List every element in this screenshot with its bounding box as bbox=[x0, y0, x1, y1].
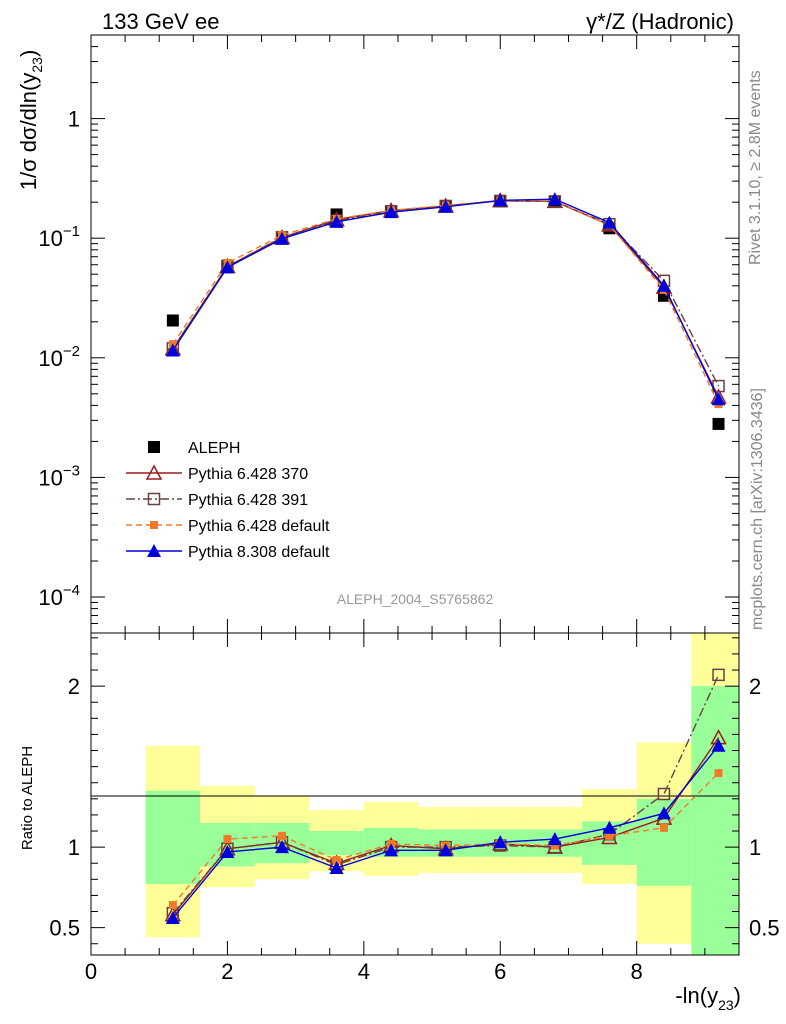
series-line bbox=[172, 198, 720, 400]
main-y-tick-label: 10−3 bbox=[38, 462, 80, 490]
x-tick-label: 6 bbox=[494, 959, 506, 984]
x-tick-label: 4 bbox=[358, 959, 370, 984]
data-point bbox=[220, 844, 235, 858]
series-line bbox=[172, 200, 720, 387]
ratio-uncertainty-bands bbox=[145, 633, 739, 955]
data-point bbox=[711, 392, 726, 406]
header-left-title: 133 GeV ee bbox=[102, 9, 219, 34]
data-point bbox=[714, 769, 723, 778]
main-panel: 10−4 10−3 10−2 10−1 1 ALEPH_2004_S5765862 1/… bbox=[16, 34, 740, 634]
ratio-y-tick-label-right: 0.5 bbox=[749, 916, 780, 941]
svg-text:1/σ dσ/dln(y23): 1/σ dσ/dln(y23) bbox=[16, 50, 45, 191]
ratio-y-tick-label-right: 2 bbox=[749, 674, 761, 699]
main-series-0 bbox=[166, 195, 725, 430]
main-y-axis-label: 1/σ dσ/dln(y23) bbox=[16, 50, 45, 191]
data-point bbox=[602, 215, 617, 229]
uncertainty-band-green bbox=[691, 686, 739, 955]
ratio-panel: 0.5 0.5 1 1 2 2 0 2 4 6 8 Ratio to ALEPH -ln(y23) bbox=[19, 632, 780, 1013]
uncertainty-band-green bbox=[309, 831, 364, 856]
uncertainty-band-green bbox=[200, 822, 255, 867]
data-point bbox=[274, 231, 289, 245]
ratio-frame bbox=[90, 632, 740, 956]
main-y-tick-label: 10−2 bbox=[38, 343, 80, 371]
data-point bbox=[550, 841, 559, 850]
legend: ALEPH Pythia 6.428 370 Pythia 6.428 391 Pyt… bbox=[126, 440, 330, 561]
data-point bbox=[165, 910, 180, 924]
uncertainty-band-green bbox=[145, 790, 201, 885]
analysis-annotation: ALEPH_2004_S5765862 bbox=[337, 591, 494, 607]
data-point bbox=[656, 806, 671, 820]
x-tick-label: 0 bbox=[85, 959, 97, 984]
data-point bbox=[147, 544, 161, 557]
main-series-2 bbox=[166, 194, 725, 393]
data-point bbox=[147, 492, 161, 506]
legend-label: ALEPH bbox=[188, 440, 240, 457]
ratio-y-tick-label: 2 bbox=[68, 674, 80, 699]
main-y-tick-label: 10−1 bbox=[38, 223, 80, 251]
data-point bbox=[145, 464, 163, 480]
data-point bbox=[165, 343, 180, 357]
legend-label: Pythia 6.428 default bbox=[188, 518, 330, 535]
x-tick-labels: 0 2 4 6 8 bbox=[85, 959, 643, 984]
legend-label: Pythia 6.428 391 bbox=[188, 492, 308, 509]
mcplots-reference-label: mcplots.cern.ch [arXiv:1306.3436] bbox=[749, 388, 766, 630]
rivet-version-label: Rivet 3.1.10, ≥ 2.8M events bbox=[747, 70, 764, 265]
data-point bbox=[168, 901, 177, 910]
x-tick-label: 8 bbox=[631, 959, 643, 984]
data-point bbox=[657, 787, 671, 801]
data-point bbox=[712, 379, 725, 393]
ratio-y-tick-label: 1 bbox=[68, 835, 80, 860]
ratio-y-tick-labels: 0.5 0.5 1 1 2 2 bbox=[49, 674, 779, 941]
data-point bbox=[329, 861, 344, 875]
data-point bbox=[659, 823, 668, 832]
ratio-series-3 bbox=[165, 738, 726, 924]
ratio-y-tick-label-right: 1 bbox=[749, 835, 761, 860]
header-right-title: γ*/Z (Hadronic) bbox=[586, 9, 734, 34]
main-ticks bbox=[90, 34, 740, 634]
data-point bbox=[223, 835, 232, 844]
data-point bbox=[711, 738, 726, 752]
ratio-series bbox=[164, 668, 727, 924]
data-point bbox=[547, 192, 562, 206]
series-line bbox=[172, 199, 720, 398]
ratio-y-axis-label: Ratio to ALEPH bbox=[19, 746, 36, 850]
data-point bbox=[493, 835, 508, 849]
x-tick-label: 2 bbox=[221, 959, 233, 984]
data-point bbox=[332, 856, 341, 865]
main-series-4 bbox=[165, 192, 726, 406]
data-point bbox=[493, 193, 508, 207]
legend-label: Pythia 8.308 default bbox=[188, 544, 330, 561]
data-point bbox=[656, 278, 671, 292]
data-point bbox=[329, 214, 344, 228]
data-point bbox=[384, 205, 399, 219]
data-point bbox=[547, 832, 562, 846]
data-point bbox=[274, 840, 289, 854]
data-point bbox=[277, 831, 286, 840]
main-series-1 bbox=[164, 192, 727, 404]
data-point bbox=[712, 668, 725, 682]
ratio-ticks bbox=[90, 633, 740, 955]
data-point bbox=[148, 441, 160, 453]
data-point bbox=[166, 314, 179, 327]
data-point bbox=[220, 260, 235, 274]
main-y-tick-labels: 10−4 10−3 10−2 10−1 1 bbox=[38, 107, 80, 610]
main-series-3 bbox=[168, 196, 723, 409]
data-point bbox=[605, 831, 614, 840]
legend-label: Pythia 6.428 370 bbox=[188, 466, 308, 483]
data-point bbox=[438, 843, 453, 857]
data-point bbox=[712, 417, 725, 430]
x-axis-label: -ln(y23) bbox=[675, 983, 741, 1013]
main-y-tick-label: 10−4 bbox=[38, 582, 80, 610]
series-line bbox=[172, 199, 720, 405]
main-y-tick-label: 1 bbox=[68, 107, 80, 132]
data-point bbox=[438, 199, 453, 213]
data-point bbox=[384, 843, 399, 857]
ratio-y-tick-label: 0.5 bbox=[49, 916, 80, 941]
main-series bbox=[164, 192, 727, 430]
data-point bbox=[150, 521, 158, 529]
data-point bbox=[602, 820, 617, 834]
